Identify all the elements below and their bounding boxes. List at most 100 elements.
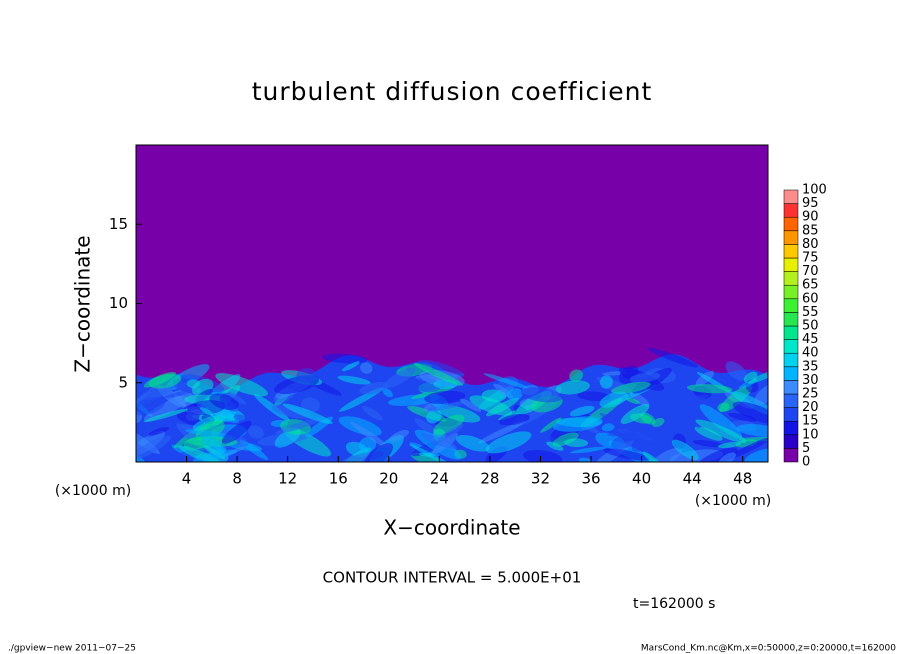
eddy: [717, 441, 742, 449]
eddy: [611, 381, 651, 394]
eddy: [136, 397, 166, 416]
x-tick-label: 40: [632, 470, 651, 488]
eddy: [625, 397, 640, 404]
eddy: [647, 347, 699, 368]
colorbar-swatch: [783, 434, 799, 449]
colorbar-swatch: [783, 366, 799, 381]
eddy: [478, 420, 526, 444]
eddy: [143, 421, 165, 437]
colorbar-label: 60: [802, 291, 819, 306]
colorbar-label: 30: [802, 373, 819, 388]
eddy: [455, 434, 490, 452]
eddy: [233, 414, 249, 423]
eddy: [552, 432, 579, 447]
eddy: [322, 353, 368, 364]
colorbar-label: 40: [802, 346, 819, 361]
colorbar-swatch: [783, 230, 799, 245]
eddy: [359, 381, 388, 395]
eddy: [413, 362, 463, 386]
colorbar-swatch: [783, 284, 799, 300]
eddy: [350, 421, 389, 449]
eddy: [599, 375, 613, 389]
y-axis-label: Z−coordinate: [71, 235, 95, 372]
eddy: [482, 413, 498, 429]
eddy: [564, 438, 589, 448]
y-tick-label: 5: [118, 373, 128, 391]
colorbar-label: 65: [802, 278, 819, 293]
eddy: [725, 361, 748, 381]
eddy: [747, 368, 768, 384]
chart-title: turbulent diffusion coefficient: [252, 77, 653, 106]
eddy: [424, 390, 466, 404]
colorbar-swatch: [783, 352, 799, 368]
eddy: [227, 391, 247, 405]
eddy: [136, 435, 171, 460]
colorbar-swatch: [783, 244, 799, 259]
eddy: [546, 441, 564, 451]
footer-left: ./gpview−new 2011−07−25: [8, 644, 136, 654]
colorbar-label: 95: [802, 196, 819, 211]
colorbar-swatch: [783, 339, 799, 354]
eddy: [296, 368, 316, 383]
colorbar-label: 25: [802, 387, 819, 402]
colorbar-swatch: [783, 393, 799, 408]
eddy: [420, 433, 457, 449]
eddy: [603, 448, 651, 461]
eddy: [569, 369, 583, 382]
colorbar-swatch: [783, 448, 799, 463]
y-tick-label: 10: [109, 294, 128, 312]
eddy: [578, 457, 592, 462]
eddy: [483, 373, 530, 389]
eddy: [358, 437, 377, 453]
eddy: [570, 446, 607, 454]
colorbar-swatch: [783, 189, 799, 204]
colorbar-label: 75: [802, 251, 819, 266]
x-tick-label: 24: [430, 470, 449, 488]
eddy: [418, 452, 435, 457]
eddy: [695, 419, 747, 443]
eddy: [221, 420, 252, 444]
eddy: [498, 413, 530, 426]
colorbar-swatch: [783, 420, 799, 436]
colorbar-swatch: [783, 312, 799, 327]
eddy: [426, 409, 442, 424]
eddy: [436, 423, 464, 443]
eddy: [186, 379, 200, 388]
eddy: [610, 433, 639, 450]
eddy: [209, 393, 239, 410]
eddy: [520, 387, 563, 403]
colorbar-label: 10: [802, 427, 819, 442]
x-tick-label: 20: [379, 470, 398, 488]
colorbar-label: 35: [802, 359, 819, 374]
eddy: [599, 391, 628, 408]
eddy: [744, 448, 768, 462]
eddy: [486, 397, 519, 417]
colorbar-swatch: [783, 216, 799, 232]
eddy: [433, 414, 465, 435]
x-tick-label: 32: [531, 470, 550, 488]
eddy: [148, 373, 182, 389]
eddy: [459, 398, 482, 412]
eddy: [671, 439, 699, 461]
eddy: [247, 425, 264, 439]
eddy: [325, 403, 338, 415]
eddy: [694, 426, 723, 441]
colorbar-swatch: [783, 325, 799, 340]
contour-interval: CONTOUR INTERVAL = 5.000E+01: [323, 569, 582, 587]
colorbar-label: 15: [802, 414, 819, 429]
eddy: [337, 375, 371, 385]
eddy: [199, 407, 214, 416]
eddy: [738, 436, 768, 442]
eddy: [436, 404, 481, 423]
colorbar-label: 0: [802, 455, 810, 470]
eddy: [651, 417, 665, 428]
x-tick-label: 16: [329, 470, 348, 488]
eddy: [201, 435, 225, 455]
eddy: [631, 426, 661, 452]
colorbar-label: 20: [802, 400, 819, 415]
eddy: [728, 412, 757, 422]
eddy: [736, 424, 768, 437]
eddy: [275, 416, 325, 435]
eddy: [686, 384, 733, 394]
colorbar-label: 70: [802, 264, 819, 279]
